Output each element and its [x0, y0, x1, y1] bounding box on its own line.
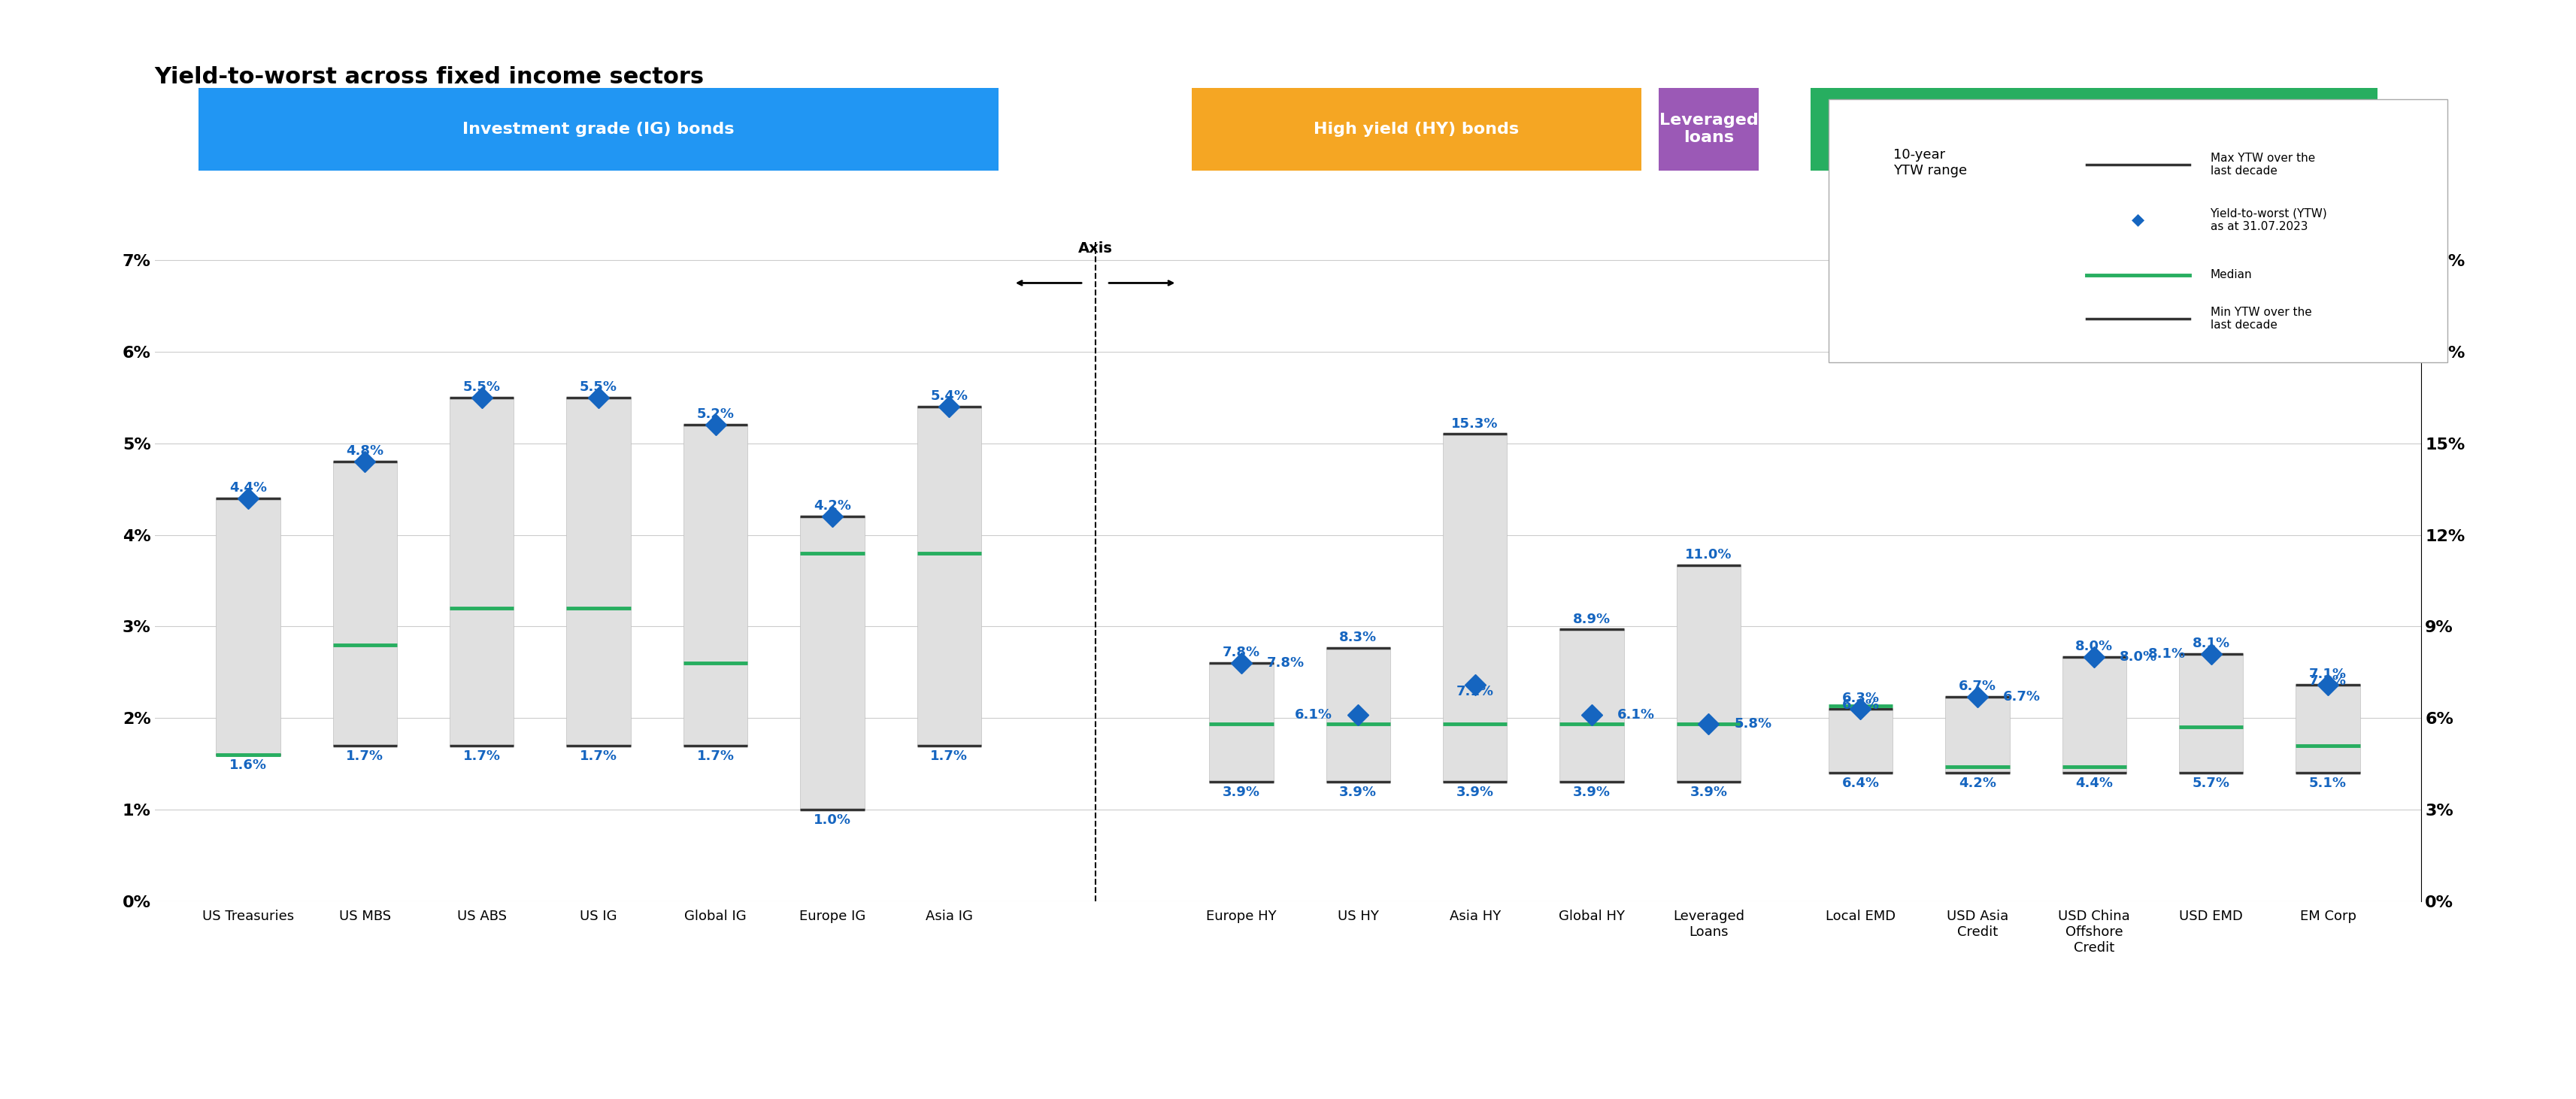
FancyBboxPatch shape — [1829, 709, 1893, 773]
Text: 8.1%: 8.1% — [2148, 647, 2184, 660]
Text: 15.3%: 15.3% — [1450, 417, 1499, 431]
FancyBboxPatch shape — [1443, 434, 1507, 782]
Text: 3.9%: 3.9% — [1340, 786, 1378, 799]
Text: Axis: Axis — [1077, 242, 1113, 256]
Text: 8.3%: 8.3% — [1340, 631, 1378, 644]
FancyBboxPatch shape — [917, 407, 981, 745]
FancyBboxPatch shape — [2063, 657, 2125, 773]
Text: Investment grade (IG) bonds: Investment grade (IG) bonds — [464, 122, 734, 136]
Text: 7.1%: 7.1% — [1455, 685, 1494, 699]
Text: 1.6%: 1.6% — [229, 758, 268, 771]
Text: 4.4%: 4.4% — [2076, 777, 2112, 790]
Text: 3.9%: 3.9% — [1574, 786, 1610, 799]
Text: 6.7%: 6.7% — [1958, 679, 1996, 693]
FancyBboxPatch shape — [1945, 697, 2009, 773]
Text: Yield-to-worst (YTW)
as at 31.07.2023: Yield-to-worst (YTW) as at 31.07.2023 — [2210, 208, 2326, 232]
Text: 3.9%: 3.9% — [1224, 786, 1260, 799]
Text: 1.7%: 1.7% — [345, 750, 384, 763]
Text: 1.0%: 1.0% — [814, 813, 850, 826]
Text: 1.7%: 1.7% — [930, 750, 969, 763]
Text: 11.0%: 11.0% — [1685, 548, 1731, 562]
Text: 6.3%: 6.3% — [1842, 691, 1880, 706]
Text: 3.9%: 3.9% — [1690, 786, 1728, 799]
Text: 5.1%: 5.1% — [2308, 777, 2347, 790]
Text: 10-year
YTW range: 10-year YTW range — [1893, 148, 1968, 178]
Text: 4.8%: 4.8% — [345, 444, 384, 458]
Text: 5.2%: 5.2% — [696, 408, 734, 421]
Text: Max YTW over the
last decade: Max YTW over the last decade — [2210, 153, 2316, 177]
Text: 5.5%: 5.5% — [464, 380, 500, 393]
FancyBboxPatch shape — [567, 398, 631, 745]
FancyBboxPatch shape — [332, 462, 397, 745]
Text: 4.4%: 4.4% — [229, 481, 268, 495]
Text: 1.7%: 1.7% — [580, 750, 618, 763]
FancyBboxPatch shape — [1208, 663, 1273, 782]
Text: 7.1%: 7.1% — [2308, 674, 2347, 688]
Text: 5.7%: 5.7% — [2192, 777, 2231, 790]
Text: High yield (HY) bonds: High yield (HY) bonds — [1314, 122, 1520, 136]
Text: 1.7%: 1.7% — [464, 750, 500, 763]
Text: 8.9%: 8.9% — [1574, 612, 1610, 625]
Text: Leveraged
loans: Leveraged loans — [1659, 113, 1759, 145]
Text: 4.2%: 4.2% — [1958, 777, 1996, 790]
Text: 7.8%: 7.8% — [1224, 646, 1260, 659]
FancyBboxPatch shape — [2295, 685, 2360, 773]
FancyBboxPatch shape — [216, 498, 281, 755]
Text: Median: Median — [2210, 269, 2251, 280]
FancyBboxPatch shape — [1327, 647, 1391, 782]
Text: 6.1%: 6.1% — [1618, 708, 1654, 722]
FancyBboxPatch shape — [801, 517, 866, 810]
Text: 6.7%: 6.7% — [2004, 690, 2040, 703]
Text: 6.1%: 6.1% — [1296, 708, 1332, 722]
Text: 5.4%: 5.4% — [930, 389, 969, 403]
FancyBboxPatch shape — [2179, 654, 2244, 773]
Text: 1.7%: 1.7% — [696, 750, 734, 763]
Text: 7.8%: 7.8% — [1267, 656, 1303, 669]
Text: 8.0%: 8.0% — [2076, 640, 2112, 653]
Text: 6.3%: 6.3% — [1842, 699, 1880, 712]
Text: 6.4%: 6.4% — [1842, 777, 1880, 790]
Text: 8.0%: 8.0% — [2120, 651, 2159, 664]
Text: 3.9%: 3.9% — [1455, 786, 1494, 799]
Text: Min YTW over the
last decade: Min YTW over the last decade — [2210, 307, 2311, 331]
Text: 7.1%: 7.1% — [2308, 667, 2347, 680]
Text: 5.5%: 5.5% — [580, 380, 618, 393]
FancyBboxPatch shape — [451, 398, 513, 745]
Text: 8.1%: 8.1% — [2192, 636, 2231, 651]
Text: ◆: ◆ — [2133, 212, 2143, 227]
Text: Yield-to-worst across fixed income sectors: Yield-to-worst across fixed income secto… — [155, 66, 703, 88]
Text: 4.2%: 4.2% — [814, 499, 850, 513]
FancyBboxPatch shape — [683, 425, 747, 745]
Text: Emerging market and Asia bonds: Emerging market and Asia bonds — [1937, 122, 2251, 136]
Text: 5.8%: 5.8% — [1734, 718, 1772, 731]
FancyBboxPatch shape — [1677, 565, 1741, 782]
FancyBboxPatch shape — [1558, 630, 1623, 782]
